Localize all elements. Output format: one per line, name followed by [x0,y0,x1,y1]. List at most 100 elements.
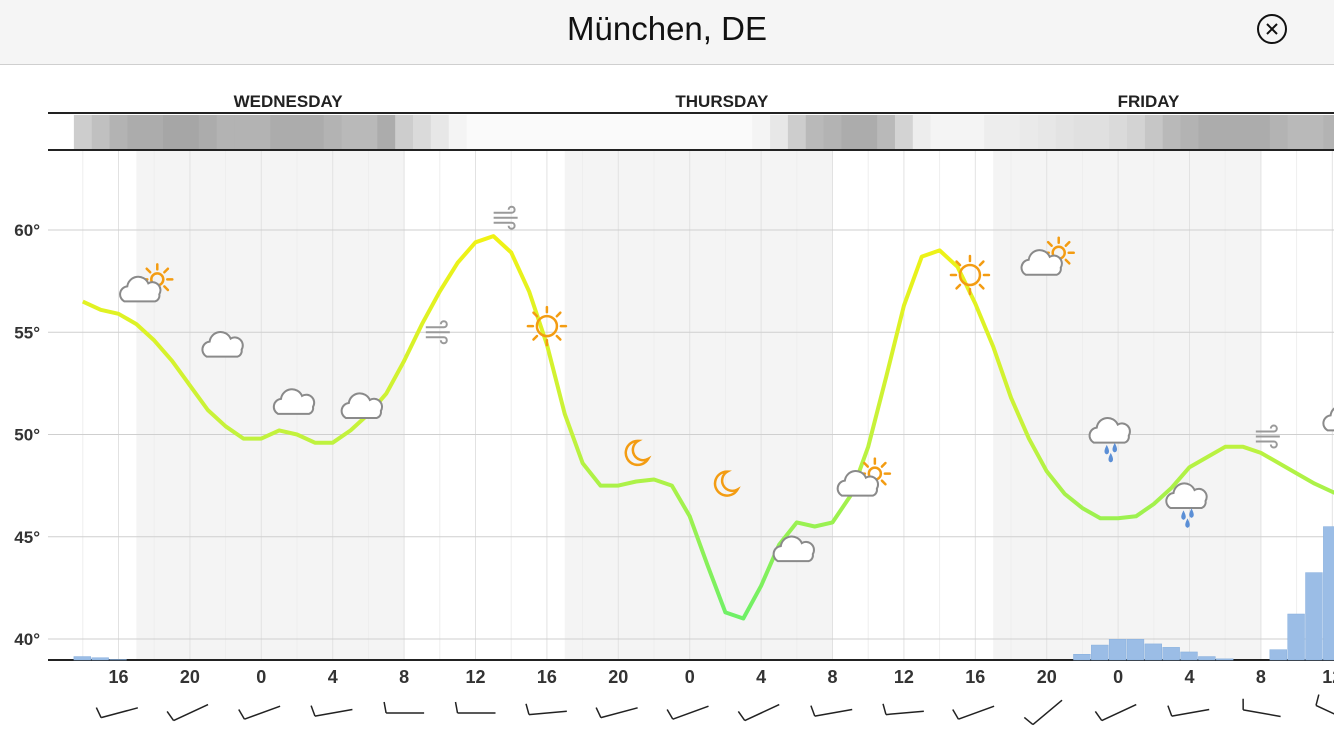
partly-sunny-icon [1020,236,1075,276]
x-tick-label: 0 [1113,667,1123,687]
wind-barb [1023,699,1063,726]
precipitation-bars [73,526,1334,661]
cloud-cover-cell [1073,115,1092,149]
day-label: THURSDAY [675,92,769,111]
temperature-line [81,234,1334,621]
cloud-icon [340,392,384,419]
x-tick-label: 20 [180,667,200,687]
cloud-cover-strip [48,112,1334,151]
precip-bar [1073,654,1091,661]
x-tick-label: 4 [328,667,338,687]
cloud-cover-cell [109,115,128,149]
cloud-cover-cell [520,115,539,149]
precip-bar [1269,649,1287,661]
wind-barbs [95,694,1334,726]
cloud-cover-cell [305,115,325,149]
cloud-cover-cell [1198,115,1217,149]
close-button[interactable] [1257,14,1287,44]
cloud-cover-cell [1269,115,1289,149]
x-tick-label: 16 [537,667,557,687]
cloud-cover-cell [1251,115,1271,149]
precip-bar [73,656,91,661]
x-tick-label: 12 [465,667,485,687]
cloud-cover-cell [377,115,396,149]
cloud-cover-cell [288,115,307,149]
forecast-chart: WEDNESDAY THURSDAY FRIDAY 40°45°50°55°60° … [14,92,1334,726]
precip-bar [1305,572,1323,661]
x-tick-label: 0 [256,667,266,687]
rain-icon [1088,416,1131,463]
precip-bar [1162,647,1180,661]
cloud-cover-cell [823,115,842,149]
cloud-cover-cell [841,115,860,149]
cloud-cover-cell [163,115,182,149]
precip-bar [1216,658,1234,661]
sun-icon [949,254,991,296]
cloud-cover-cell [395,115,414,149]
cloud-cover-cell [984,115,1003,149]
cloud-cover-cell [573,115,593,149]
y-tick-label: 60° [14,221,40,240]
cloud-cover-cell [180,115,200,149]
x-tick-label: 8 [399,667,409,687]
partly-sunny-icon [836,457,892,497]
cloud-cover-cell [859,115,878,149]
y-tick-label: 50° [14,426,40,445]
daylight-band [993,151,1261,660]
cloud-cover-cell [805,115,825,149]
cloud-cover-cell [1305,115,1324,149]
cloud-cover-cell [930,115,950,149]
x-tick-label: 16 [108,667,128,687]
wind-barb [310,705,353,717]
wind-barb [1242,698,1281,718]
cloud-cover-cell [645,115,664,149]
cloud-cover-cell [1127,115,1146,149]
sun-icon [526,305,568,347]
wind-barb [95,707,139,719]
precip-bar [1144,643,1162,661]
day-label: FRIDAY [1118,92,1180,111]
cloud-icon [272,388,316,415]
cloud-cover-cell [1002,115,1021,149]
wind-barb [737,703,780,722]
wind-barb [166,703,209,722]
y-axis-labels: 40° 45° 50° 55° 60° [14,221,40,649]
cloud-cover-cell [127,115,146,149]
wind-barb [454,701,496,714]
cloud-cover-cell [662,115,682,149]
cloud-cover-cell [912,115,932,149]
rain-icon [1165,482,1208,528]
cloud-cover-cell [1162,115,1182,149]
cloud-cover-cell [234,115,253,149]
cloud-cover-cell [448,115,468,149]
wind-icon [493,205,518,230]
precip-bar [1323,526,1334,661]
x-tick-label: 8 [827,667,837,687]
cloud-cover-cell [1019,115,1039,149]
moon-icon [713,470,741,497]
cloud-cover-cell [252,115,271,149]
cloud-cover-cell [91,115,111,149]
cloud-cover-cell [1180,115,1199,149]
cloud-cover-cell [1144,115,1164,149]
cloud-cover-cell [537,115,557,149]
cloud-cover-cell [698,115,717,149]
cloud-cover-cell [359,115,378,149]
page-title: München, DE [567,10,767,47]
cloud-cover-cell [680,115,700,149]
cloud-cover-cell [1323,115,1334,149]
wind-barb [383,701,425,714]
cloud-cover-cell [466,115,485,149]
x-axis-labels: 16 20 0 4 8 12 16 20 0 4 8 12 16 20 0 4 8 12 [108,667,1334,687]
x-tick-label: 12 [1322,667,1334,687]
close-icon [1266,23,1278,35]
weather-icons [119,205,1334,563]
cloud-cover-cell [145,115,164,149]
x-tick-label: 20 [608,667,628,687]
partly-sunny-icon [119,263,174,303]
y-tick-label: 40° [14,630,40,649]
cloud-icon [201,331,244,358]
moon-icon [624,439,652,467]
cloud-cover-cell [341,115,360,149]
precip-bar [1180,651,1198,661]
